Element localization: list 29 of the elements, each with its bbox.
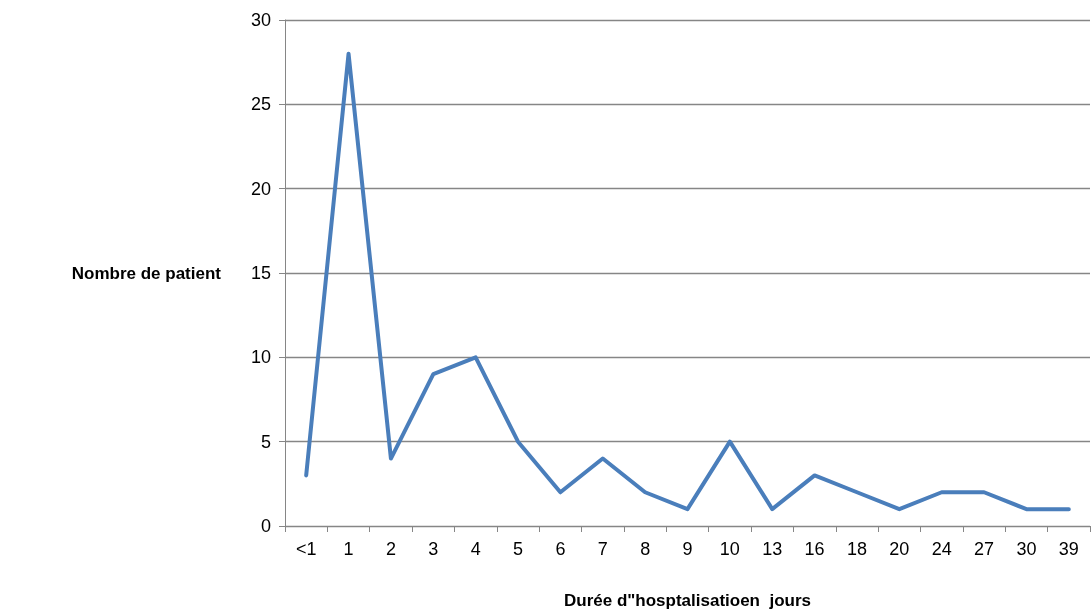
x-tick-label: 24 [931, 539, 952, 559]
x-tick-label: 5 [513, 539, 524, 559]
x-tick-label: 13 [762, 539, 783, 559]
x-tick-label: 39 [1058, 539, 1079, 559]
x-tick-label: 30 [1016, 539, 1037, 559]
y-tick-label: 10 [250, 347, 271, 368]
x-tick-label: 4 [470, 539, 481, 559]
x-tick-label: 20 [889, 539, 910, 559]
x-tick-label: 3 [428, 539, 439, 559]
x-tick-label: 1 [343, 539, 354, 559]
line-series [304, 51, 1071, 512]
x-tick-label: 10 [719, 539, 740, 559]
y-tick-label: 25 [250, 94, 271, 115]
x-tick-label: 16 [804, 539, 825, 559]
x-tick-label: 7 [597, 539, 608, 559]
y-tick-label: 20 [250, 178, 271, 199]
x-tick-label: 9 [682, 539, 693, 559]
x-axis-title: Durée d"hosptalisatioen jours [563, 591, 812, 610]
y-axis-title: Nombre de patient [71, 263, 222, 283]
x-tick-label: 2 [385, 539, 396, 559]
x-tick-label: 8 [640, 539, 651, 559]
y-tick-label: 5 [260, 431, 271, 452]
x-tick-label: 27 [974, 539, 995, 559]
x-tick-label: <1 [295, 539, 317, 559]
y-tick-label: 15 [250, 263, 271, 283]
y-tick-label: 30 [250, 10, 271, 30]
x-tick-label: 6 [555, 539, 566, 559]
y-tick-label: 0 [260, 516, 271, 536]
x-tick-label: 18 [846, 539, 867, 559]
